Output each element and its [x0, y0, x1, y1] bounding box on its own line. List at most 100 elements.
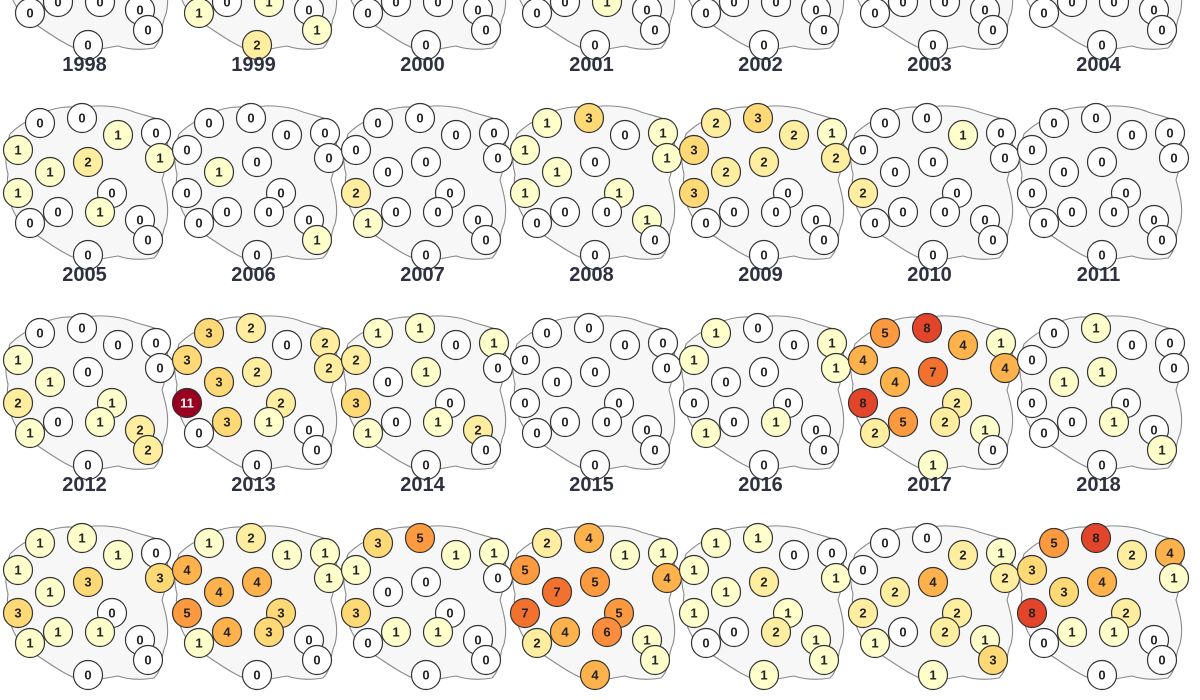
bubble-value: 3: [1028, 563, 1035, 578]
bubble-value: 0: [253, 458, 260, 473]
region-bubble-kujawsko-pomorskie: 0: [171, 134, 203, 166]
bubble-circle: [72, 659, 104, 691]
bubble-circle: [102, 119, 134, 151]
region-bubble-zachodniopomorskie: 0: [1038, 317, 1070, 349]
bubble-circle: [1028, 0, 1060, 29]
region-bubble-dolnoslaskie: 1: [2, 177, 34, 209]
bubble-value: 2: [474, 423, 481, 438]
poland-map: 0000010001011012: [181, 0, 338, 61]
bubble-value: 4: [929, 575, 937, 590]
region-bubble-dolnoslaskie: 2: [847, 597, 879, 629]
region-bubble-podlaskie: 0: [1154, 327, 1186, 359]
region-bubble-opolskie: 1: [859, 627, 891, 659]
bubble-value: 1: [490, 336, 497, 351]
bubble-value: 0: [784, 186, 791, 201]
bubble-value: 0: [760, 248, 767, 263]
bubble-value: 3: [352, 396, 359, 411]
region-bubble-lubuskie: 1: [34, 156, 66, 188]
bubble-value: 0: [84, 365, 91, 380]
year-title: 2003: [907, 54, 952, 76]
bubble-circle: [42, 616, 74, 648]
region-bubble-lodzkie: 2: [241, 356, 273, 388]
bubble-value: 2: [760, 155, 767, 170]
bubble-circle: [917, 146, 949, 178]
bubble-value: 2: [321, 336, 328, 351]
bubble-circle: [72, 239, 104, 271]
region-bubble-wielkopolskie: 1: [42, 616, 74, 648]
region-bubble-mazowieckie: 4: [989, 352, 1021, 384]
bubble-value: 3: [84, 575, 91, 590]
bubble-circle: [380, 196, 412, 228]
region-bubble-wielkopolskie: 1: [1056, 616, 1088, 648]
bubble-value: 0: [1060, 165, 1067, 180]
bubble-circle: [748, 356, 780, 388]
bubble-value: 1: [364, 216, 371, 231]
bubble-circle: [14, 207, 46, 239]
region-bubble-lodzkie: 5: [579, 566, 611, 598]
region-bubble-pomorskie: 8: [911, 312, 943, 344]
region-bubble-malopolskie: 0: [301, 434, 333, 466]
bubble-circle: [14, 417, 46, 449]
bubble-circle: [1028, 207, 1060, 239]
bubble-circle: [859, 207, 891, 239]
bubble-circle: [639, 644, 671, 676]
bubble-value: 6: [603, 625, 610, 640]
bubble-value: 0: [325, 151, 332, 166]
region-bubble-opolskie: 0: [183, 417, 215, 449]
bubble-circle: [340, 387, 372, 419]
region-bubble-warminsko-mazurskie: 0: [778, 539, 810, 571]
bubble-circle: [710, 156, 742, 188]
bubble-value: 0: [1028, 186, 1035, 201]
bubble-circle: [410, 659, 442, 691]
bubble-circle: [380, 406, 412, 438]
bubble-value: 8: [859, 396, 866, 411]
bubble-circle: [917, 449, 949, 481]
bubble-value: 0: [1040, 426, 1047, 441]
bubble-value: 0: [474, 213, 481, 228]
region-bubble-lubuskie: 4: [879, 366, 911, 398]
bubble-value: 0: [881, 536, 888, 551]
region-bubble-lodzkie: 0: [410, 146, 442, 178]
bubble-circle: [410, 566, 442, 598]
bubble-value: 1: [997, 546, 1004, 561]
bubble-circle: [847, 554, 879, 586]
bubble-value: 1: [772, 415, 779, 430]
bubble-value: 2: [14, 396, 21, 411]
bubble-value: 1: [828, 126, 835, 141]
bubble-circle: [859, 627, 891, 659]
bubble-value: 0: [183, 186, 190, 201]
region-bubble-lodzkie: 0: [579, 356, 611, 388]
bubble-value: 0: [482, 23, 489, 38]
bubble-circle: [1086, 659, 1118, 691]
region-bubble-podlaskie: 0: [1154, 117, 1186, 149]
region-bubble-podlaskie: 0: [985, 117, 1017, 149]
year-title: 1998: [62, 54, 107, 76]
region-bubble-lubuskie: 0: [879, 156, 911, 188]
region-bubble-lubuskie: 1: [541, 156, 573, 188]
region-bubble-swietokrzyskie: 1: [422, 616, 454, 648]
bubble-circle: [253, 0, 285, 18]
region-bubble-opolskie: 0: [1028, 207, 1060, 239]
bubble-circle: [509, 177, 541, 209]
bubble-value: 0: [772, 205, 779, 220]
bubble-value: 0: [651, 23, 658, 38]
bubble-circle: [690, 627, 722, 659]
region-bubble-kujawsko-pomorskie: 3: [171, 344, 203, 376]
bubble-circle: [678, 387, 710, 419]
region-bubble-dolnoslaskie: 2: [340, 177, 372, 209]
bubble-circle: [2, 134, 34, 166]
bubble-value: 1: [643, 633, 650, 648]
bubble-circle: [253, 196, 285, 228]
bubble-circle: [521, 0, 553, 29]
bubble-circle: [301, 434, 333, 466]
bubble-value: 1: [521, 143, 528, 158]
bubble-value: 1: [712, 326, 719, 341]
bubble-circle: [748, 566, 780, 598]
region-bubble-lodzkie: 7: [917, 356, 949, 388]
bubble-value: 3: [14, 606, 21, 621]
bubble-value: 11: [180, 396, 194, 411]
bubble-circle: [193, 527, 225, 559]
bubble-value: 5: [615, 606, 622, 621]
bubble-value: 0: [422, 38, 429, 53]
